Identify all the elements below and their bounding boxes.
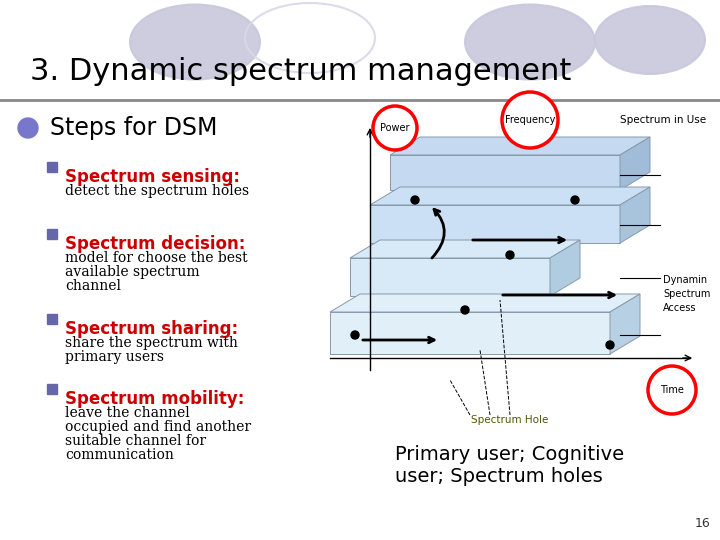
Text: Spectrum in Use: Spectrum in Use bbox=[620, 115, 706, 125]
Polygon shape bbox=[330, 312, 610, 354]
Text: suitable channel for: suitable channel for bbox=[65, 434, 206, 448]
Text: primary users: primary users bbox=[65, 350, 164, 364]
Text: 3. Dynamic spectrum management: 3. Dynamic spectrum management bbox=[30, 57, 572, 86]
Text: Spectrum sharing:: Spectrum sharing: bbox=[65, 320, 238, 338]
Ellipse shape bbox=[465, 4, 595, 79]
FancyBboxPatch shape bbox=[47, 314, 57, 324]
Polygon shape bbox=[370, 187, 650, 205]
Text: Time: Time bbox=[660, 385, 684, 395]
Polygon shape bbox=[350, 240, 580, 258]
Text: Spectrum Hole: Spectrum Hole bbox=[472, 415, 549, 425]
Text: share the spectrum with: share the spectrum with bbox=[65, 336, 238, 350]
Text: model for choose the best: model for choose the best bbox=[65, 251, 248, 265]
Ellipse shape bbox=[595, 6, 705, 74]
Circle shape bbox=[648, 366, 696, 414]
Text: communication: communication bbox=[65, 448, 174, 462]
Text: Spectrum mobility:: Spectrum mobility: bbox=[65, 390, 244, 408]
Polygon shape bbox=[390, 155, 620, 190]
Polygon shape bbox=[390, 137, 650, 155]
Polygon shape bbox=[620, 137, 650, 190]
Text: Spectrum decision:: Spectrum decision: bbox=[65, 235, 246, 253]
Polygon shape bbox=[610, 294, 640, 354]
Text: Access: Access bbox=[663, 303, 696, 313]
FancyBboxPatch shape bbox=[47, 384, 57, 394]
Circle shape bbox=[373, 106, 417, 150]
Circle shape bbox=[18, 118, 38, 138]
Circle shape bbox=[506, 251, 514, 259]
Ellipse shape bbox=[130, 4, 260, 79]
Text: Power: Power bbox=[380, 123, 410, 133]
Polygon shape bbox=[350, 258, 550, 296]
Text: Spectrum: Spectrum bbox=[663, 289, 711, 299]
FancyBboxPatch shape bbox=[47, 162, 57, 172]
Circle shape bbox=[411, 196, 419, 204]
Polygon shape bbox=[330, 294, 640, 312]
Text: Dynamin: Dynamin bbox=[663, 275, 707, 285]
Text: 16: 16 bbox=[694, 517, 710, 530]
Text: detect the spectrum holes: detect the spectrum holes bbox=[65, 184, 249, 198]
Circle shape bbox=[461, 306, 469, 314]
Text: Primary user; Cognitive
user; Spectrum holes: Primary user; Cognitive user; Spectrum h… bbox=[395, 445, 624, 486]
Text: Frequency: Frequency bbox=[505, 115, 555, 125]
Text: occupied and find another: occupied and find another bbox=[65, 420, 251, 434]
Polygon shape bbox=[370, 205, 620, 243]
Text: Steps for DSM: Steps for DSM bbox=[50, 116, 217, 140]
Polygon shape bbox=[620, 187, 650, 243]
Text: channel: channel bbox=[65, 279, 121, 293]
Text: Spectrum sensing:: Spectrum sensing: bbox=[65, 168, 240, 186]
Circle shape bbox=[502, 92, 558, 148]
Polygon shape bbox=[550, 240, 580, 296]
FancyBboxPatch shape bbox=[47, 229, 57, 239]
Text: available spectrum: available spectrum bbox=[65, 265, 199, 279]
Circle shape bbox=[351, 331, 359, 339]
Circle shape bbox=[571, 196, 579, 204]
Text: leave the channel: leave the channel bbox=[65, 406, 190, 420]
Circle shape bbox=[606, 341, 614, 349]
